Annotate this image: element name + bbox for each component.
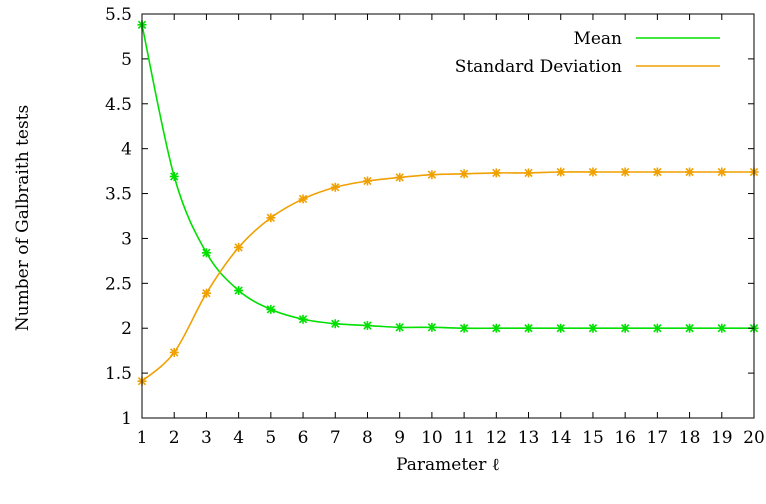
data-point-mean <box>169 171 179 181</box>
data-point-standard-deviation <box>491 168 501 178</box>
data-point-standard-deviation <box>395 172 405 182</box>
x-tick-label: 3 <box>201 428 212 448</box>
data-point-standard-deviation <box>330 182 340 192</box>
data-point-mean <box>395 322 405 332</box>
data-point-mean <box>556 323 566 333</box>
x-tick-label: 5 <box>265 428 276 448</box>
y-tick-label: 5.5 <box>105 5 132 25</box>
data-point-standard-deviation <box>556 167 566 177</box>
data-point-mean <box>201 248 211 258</box>
x-axis-title: Parameter ℓ <box>396 455 500 475</box>
data-point-mean <box>427 322 437 332</box>
plot-frame <box>141 13 755 419</box>
data-point-mean <box>298 314 308 324</box>
y-tick-label: 2.5 <box>105 274 132 294</box>
x-tick-label: 8 <box>362 428 373 448</box>
y-tick-label: 1.5 <box>105 364 132 384</box>
data-point-mean <box>234 286 244 296</box>
legend-label-standard-deviation: Standard Deviation <box>455 57 622 77</box>
x-tick-label: 16 <box>614 428 636 448</box>
x-tick-label: 15 <box>582 428 604 448</box>
data-point-standard-deviation <box>362 176 372 186</box>
x-tick-label: 6 <box>298 428 309 448</box>
x-tick-label: 2 <box>169 428 180 448</box>
data-point-mean <box>652 323 662 333</box>
y-tick-label: 3.5 <box>105 185 132 205</box>
data-point-mean <box>266 304 276 314</box>
y-tick-label: 2 <box>121 319 132 339</box>
data-point-standard-deviation <box>588 167 598 177</box>
data-point-mean <box>362 321 372 331</box>
data-point-standard-deviation <box>717 167 727 177</box>
series-standard-deviation <box>137 167 759 386</box>
x-tick-label: 18 <box>679 428 701 448</box>
x-tick-label: 12 <box>485 428 507 448</box>
x-tick-label: 4 <box>233 428 244 448</box>
data-point-mean <box>330 319 340 329</box>
data-point-standard-deviation <box>652 167 662 177</box>
y-tick-label: 4.5 <box>105 95 132 115</box>
y-tick-label: 5 <box>121 50 132 70</box>
data-point-standard-deviation <box>169 347 179 357</box>
data-point-mean <box>588 323 598 333</box>
y-tick-label: 4 <box>121 140 132 160</box>
x-tick-label: 10 <box>421 428 443 448</box>
data-point-mean <box>524 323 534 333</box>
x-tick-label: 7 <box>330 428 341 448</box>
x-tick-label: 14 <box>550 428 572 448</box>
data-point-standard-deviation <box>524 168 534 178</box>
x-tick-label: 9 <box>394 428 405 448</box>
data-point-standard-deviation <box>685 167 695 177</box>
x-tick-label: 20 <box>743 428 765 448</box>
data-point-mean <box>491 323 501 333</box>
data-point-mean <box>620 323 630 333</box>
legend: Mean Standard Deviation <box>455 29 720 77</box>
y-axis-title: Number of Galbraith tests <box>13 105 33 331</box>
x-tick-label: 13 <box>518 428 540 448</box>
x-tick-label: 1 <box>137 428 148 448</box>
series-layer <box>137 20 759 386</box>
x-tick-label: 19 <box>711 428 733 448</box>
x-tick-label: 17 <box>647 428 669 448</box>
series-line-mean <box>141 24 754 330</box>
data-point-standard-deviation <box>427 170 437 180</box>
data-point-standard-deviation <box>620 167 630 177</box>
data-point-mean <box>717 323 727 333</box>
data-point-standard-deviation <box>459 169 469 179</box>
data-point-standard-deviation <box>201 288 211 298</box>
y-tick-label: 1 <box>121 409 132 429</box>
data-point-standard-deviation <box>266 213 276 223</box>
data-point-mean <box>685 323 695 333</box>
series-line-standard-deviation <box>141 171 755 382</box>
data-point-standard-deviation <box>234 242 244 252</box>
data-point-standard-deviation <box>298 194 308 204</box>
y-tick-label: 3 <box>121 229 132 249</box>
legend-label-mean: Mean <box>573 29 622 49</box>
axes-layer: 1 2 3 4 5 6 7 8 9 10 11 12 13 14 15 16 17 18 19 2011.522.53… <box>105 5 765 448</box>
series-mean <box>137 20 759 333</box>
x-tick-label: 11 <box>453 428 475 448</box>
data-point-mean <box>459 323 469 333</box>
